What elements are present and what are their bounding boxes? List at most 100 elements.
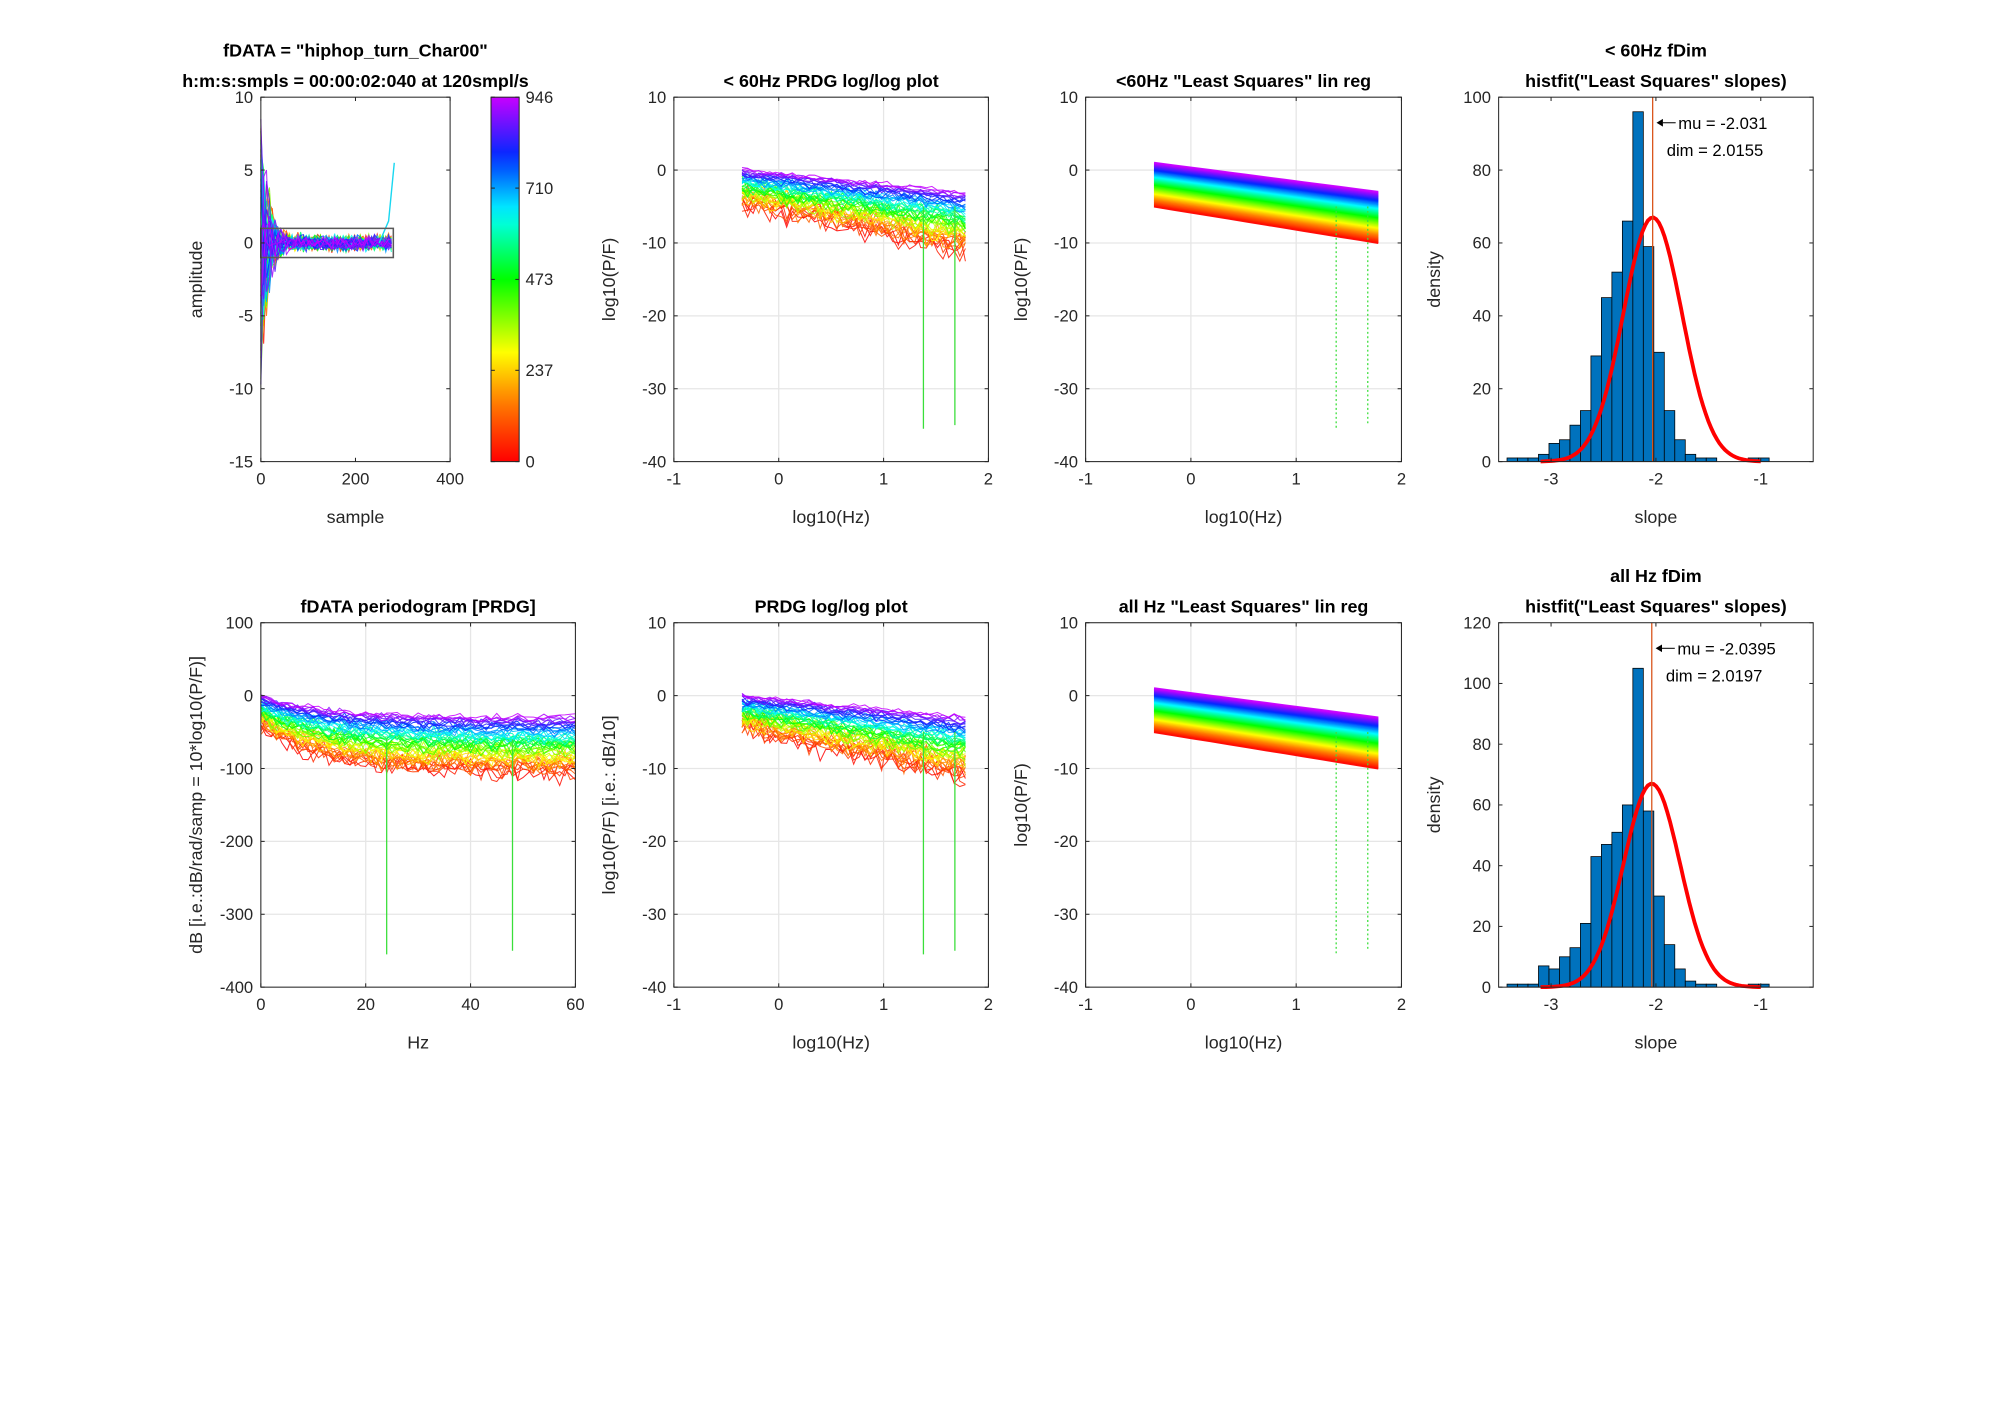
histogram-bar [1621,220,1634,462]
y-tick-label: -20 [1054,307,1078,326]
y-tick-label: -30 [1054,379,1078,398]
chart-panel-allHist: mu = -2.0395 dim = 2.0197 -3 -2 -1 0 20 40 60 80 1… [1424,566,1814,1053]
series-line [260,714,576,771]
series-line [260,193,392,358]
series-line [260,209,392,314]
y-axis-label: dB [i.e.:dB/rad/samp = 10*log10(P/F)] [186,656,206,954]
x-axis-label: Hz [407,1033,429,1053]
y-tick-label: -10 [642,759,666,778]
y-tick-label: 0 [1482,452,1491,471]
axes-box [673,96,989,463]
plot-area-allHist: mu = -2.0395 dim = 2.0197 [1506,622,1776,989]
plot-area-allPRDGlog [741,693,966,955]
series-line [260,702,576,735]
x-tick-label: -2 [1649,470,1664,489]
histogram-bar [1663,410,1676,462]
series-line [260,128,392,316]
y-tick-label: -15 [229,452,253,471]
y-tick-label: -10 [1054,234,1078,253]
y-axis-label: log10(P/F) [1011,763,1031,847]
dim-annotation: dim = 2.0197 [1666,667,1763,686]
y-tick-label: 100 [1463,88,1491,107]
series-line [741,698,966,726]
y-tick-label: 20 [1472,917,1490,936]
y-tick-label: -300 [220,905,253,924]
chart-panel-lowPRDG: -1 0 1 2-40-30-20-10010log10(Hz)log10(P/F)<… [599,71,993,527]
series-line [741,700,966,737]
x-tick-label: 0 [1186,995,1195,1014]
x-tick-label: -1 [1753,995,1768,1014]
x-tick-label: 0 [774,995,783,1014]
chart-title: fDATA = "hiphop_turn_Char00" [223,40,488,60]
histogram-bar [1674,439,1686,462]
y-tick-label: 0 [657,161,666,180]
series-line [741,716,966,785]
series-line [741,186,966,238]
series-line [741,186,966,249]
y-axis-label: log10(P/F) [i.e.: dB/10] [599,715,619,894]
y-tick-label: -20 [642,307,666,326]
colorbar-tick-label: 946 [526,88,554,107]
series-line [741,704,966,749]
series-line [260,222,392,251]
axes-box [1085,96,1402,463]
series-line [260,203,392,321]
series-line [741,172,966,204]
axes-box [260,96,451,463]
series-line [260,119,392,292]
y-tick-label: -40 [1054,452,1078,471]
series-line [1153,687,1379,719]
y-axis-label: density [1424,251,1444,308]
x-tick-label: 2 [1397,995,1406,1014]
series-line [260,199,392,351]
histogram-bar [1538,965,1550,988]
chart-title: PRDG log/log plot [755,596,908,616]
colorbar: 0 237 473 710 946 [490,88,554,471]
colorbar-tick-label: 710 [526,179,554,198]
histogram-bar [1517,457,1529,462]
series-line [260,695,576,726]
x-axis-label: slope [1635,1033,1678,1053]
axes-box [1085,622,1402,988]
x-axis-label: log10(Hz) [792,1033,870,1053]
plot-area-allPRDG [260,694,576,955]
fit-curve [1540,215,1761,464]
x-tick-label: 2 [984,995,993,1014]
figure-canvas: 0 200 400-15-10-50510sampleamplitudefDATA … [182,40,1814,1053]
y-tick-label: 10 [235,88,253,107]
y-axis-label: amplitude [186,241,206,319]
mu-annotation: mu = -2.0395 [1677,640,1775,659]
y-tick-label: -40 [642,452,666,471]
y-tick-label: 0 [657,686,666,705]
axes-box [673,622,989,988]
y-tick-label: 80 [1472,161,1490,180]
x-tick-label: 1 [879,995,888,1014]
series-line [260,200,392,342]
y-axis-label: log10(P/F) [599,238,619,322]
chart-title: histfit("Least Squares" slopes) [1525,71,1787,91]
histogram-bar [1632,667,1644,988]
x-tick-label: 20 [356,995,374,1014]
series-line [741,192,966,258]
chart-panel-lowLS: -1 0 1 2-40-30-20-10010log10(Hz)log10(P/F)<… [1011,71,1406,527]
chart-panel-allPRDGlog: -1 0 1 2-40-30-20-10010log10(Hz)log10(P/F) … [599,596,993,1052]
colorbar-tick-label: 0 [526,452,535,471]
x-axis-label: log10(Hz) [1205,507,1283,527]
y-tick-label: 40 [1472,307,1490,326]
series-line [260,180,392,385]
x-tick-label: 0 [1186,470,1195,489]
histogram-bar [1653,351,1665,462]
y-tick-label: 10 [1059,88,1077,107]
chart-title: < 60Hz PRDG log/log plot [724,71,939,91]
chart-title: h:m:s:smpls = 00:00:02:040 at 120smpl/s [182,71,529,91]
dim-annotation: dim = 2.0155 [1667,141,1764,160]
series-line [260,207,392,326]
y-tick-label: -400 [220,978,253,997]
series-line [260,130,392,294]
histogram-bar [1663,944,1676,988]
series-line [260,697,576,732]
x-tick-label: 2 [984,470,993,489]
chart-panel-time: 0 200 400 -15 -10 -5 0 5 10 sample amplitude fDATA … [182,40,529,527]
series-line [260,198,392,347]
y-tick-label: 40 [1472,856,1490,875]
